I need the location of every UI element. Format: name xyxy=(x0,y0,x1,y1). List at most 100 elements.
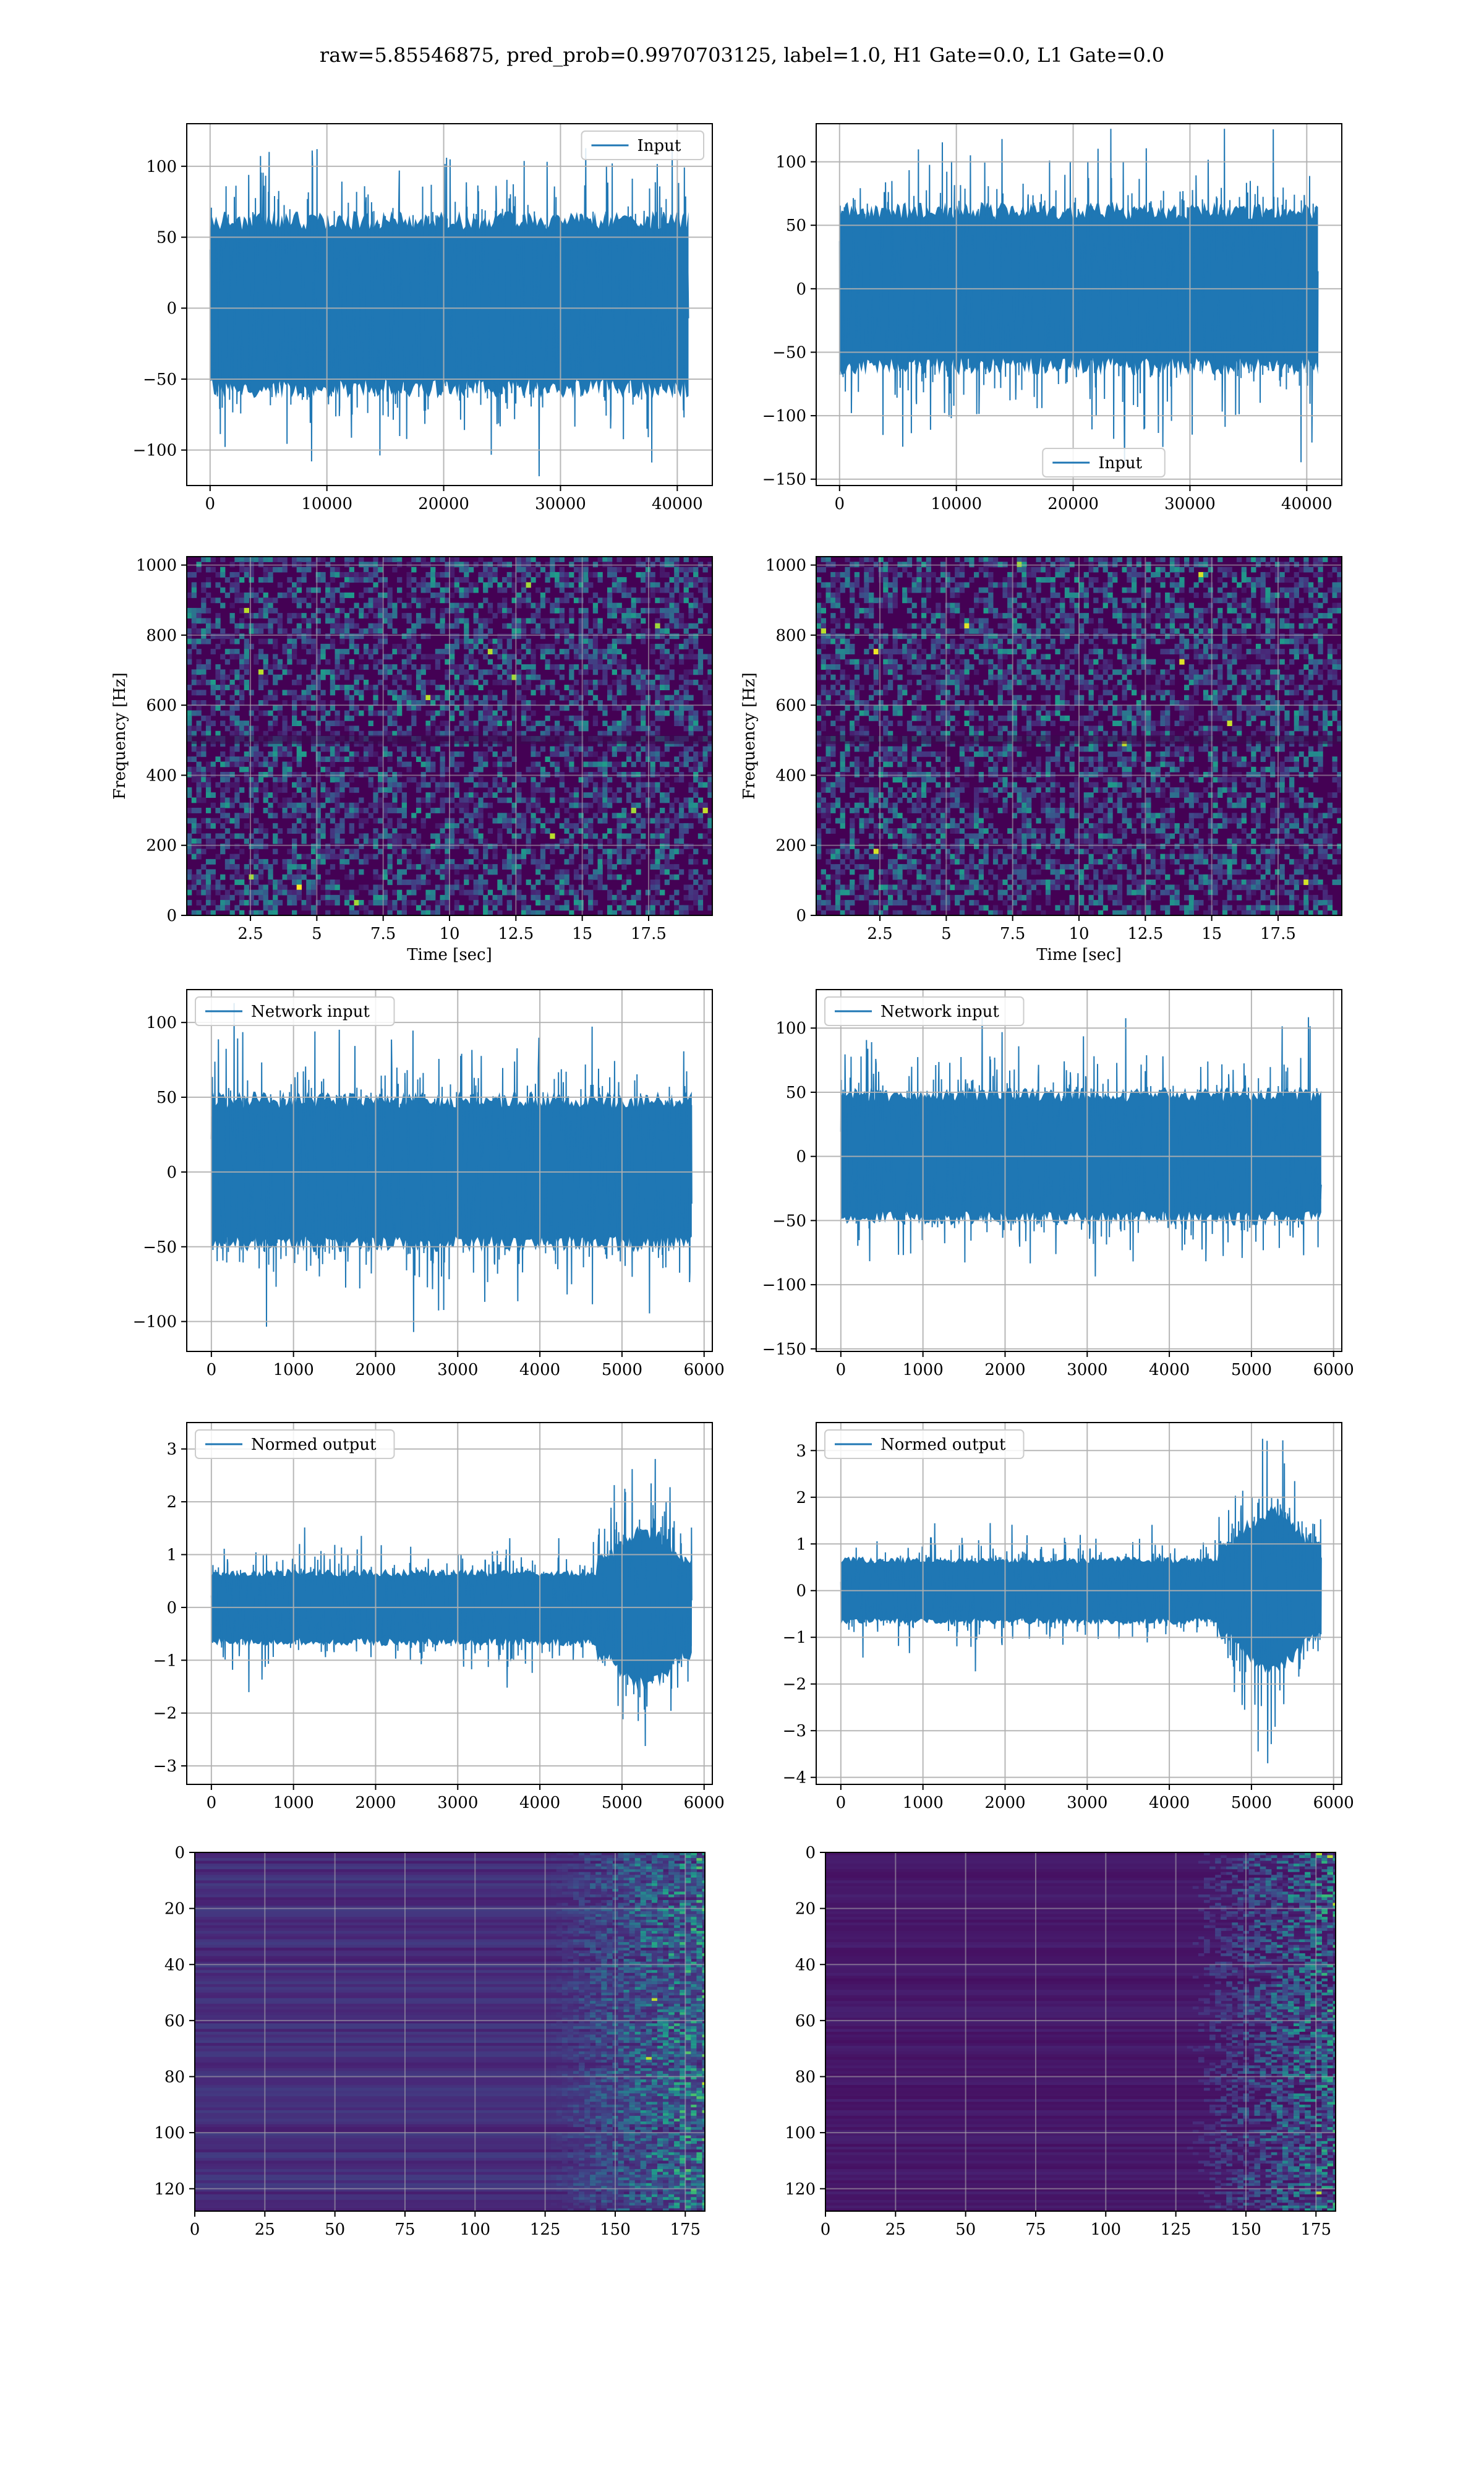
x-tick-label: 6000 xyxy=(684,1794,725,1812)
h1-network-input-frame xyxy=(186,989,713,1352)
y-tick-label: 600 xyxy=(146,696,177,715)
x-tick-label: 3000 xyxy=(437,1794,478,1812)
x-tick-label: 100 xyxy=(1090,2220,1121,2239)
y-tick-label: 0 xyxy=(166,1163,177,1182)
x-tick-label: 10 xyxy=(439,925,459,943)
x-tick-label: 40000 xyxy=(652,495,703,513)
h1-input-frame xyxy=(186,123,713,486)
h1-network-input-line xyxy=(210,1003,693,1332)
y-tick-label: 1000 xyxy=(765,557,806,575)
h1-normed-output-frame xyxy=(186,1422,713,1785)
x-tick-label: 7.5 xyxy=(370,925,396,943)
x-tick-label: 175 xyxy=(670,2220,701,2239)
y-tick-label: 0 xyxy=(796,1582,806,1601)
y-tick-label: 100 xyxy=(146,1014,177,1032)
x-tick-label: 15 xyxy=(1201,925,1222,943)
h1-normed-output-grid xyxy=(187,1423,712,1784)
y-tick-label: 50 xyxy=(156,229,177,247)
x-tick-label: 5000 xyxy=(1231,1361,1272,1379)
x-tick-label: 25 xyxy=(255,2220,275,2239)
l1-feature-map-frame xyxy=(825,1852,1336,2212)
x-tick-label: 10000 xyxy=(301,495,352,513)
x-tick-label: 40000 xyxy=(1281,495,1333,513)
y-tick-label: 50 xyxy=(786,1084,806,1102)
y-tick-label: −2 xyxy=(783,1676,806,1694)
y-tick-label: 100 xyxy=(775,1019,806,1038)
l1-input-legend: Input xyxy=(1042,448,1166,477)
y-tick-label: 800 xyxy=(775,627,806,645)
y-tick-label: −50 xyxy=(143,1238,177,1257)
y-tick-label: −3 xyxy=(783,1722,806,1740)
x-tick-label: 20000 xyxy=(418,495,469,513)
y-tick-label: 80 xyxy=(795,2068,816,2087)
y-tick-label: 0 xyxy=(166,299,177,318)
x-tick-label: 5000 xyxy=(602,1794,642,1812)
x-tick-label: 30000 xyxy=(1164,495,1216,513)
y-tick-label: 3 xyxy=(796,1442,806,1460)
x-tick-label: 4000 xyxy=(1149,1794,1190,1812)
l1-network-input-legend: Network input xyxy=(824,996,1025,1026)
y-tick-label: −100 xyxy=(762,407,806,426)
x-tick-label: 2000 xyxy=(355,1794,396,1812)
y-tick-label: 100 xyxy=(775,153,806,172)
x-tick-label: 75 xyxy=(1025,2220,1046,2239)
y-tick-label: −50 xyxy=(772,343,806,362)
x-tick-label: 6000 xyxy=(1313,1794,1354,1812)
y-tick-label: 200 xyxy=(775,837,806,855)
x-tick-label: 0 xyxy=(205,495,216,513)
y-tick-label: 120 xyxy=(785,2180,816,2199)
l1-normed-output-grid xyxy=(816,1423,1342,1784)
y-tick-label: 3 xyxy=(166,1440,177,1459)
h1-spectrogram-xlabel: Time [sec] xyxy=(407,946,492,964)
x-tick-label: 2000 xyxy=(355,1361,396,1379)
l1-input-frame xyxy=(816,123,1342,486)
legend-box xyxy=(824,996,1025,1026)
x-tick-label: 4000 xyxy=(519,1361,560,1379)
legend-box xyxy=(1042,448,1166,477)
y-tick-label: −150 xyxy=(762,1340,806,1359)
h1-network-input-legend: Network input xyxy=(195,996,395,1026)
y-tick-label: 60 xyxy=(795,2012,816,2031)
y-tick-label: 400 xyxy=(775,766,806,785)
h1-feature-map-cells xyxy=(195,1852,705,2211)
legend-label: Normed output xyxy=(881,1436,1006,1454)
y-tick-label: 2 xyxy=(796,1489,806,1507)
y-tick-label: 50 xyxy=(156,1089,177,1107)
y-tick-label: 0 xyxy=(796,280,806,299)
h1-normed-output-series xyxy=(210,1458,693,1747)
y-tick-label: 100 xyxy=(146,158,177,176)
h1-input-plot-area xyxy=(209,148,689,477)
h1-input-grid xyxy=(187,124,712,486)
y-tick-label: 1000 xyxy=(136,557,177,575)
y-tick-label: 0 xyxy=(174,1844,185,1862)
y-tick-label: −50 xyxy=(143,370,177,389)
x-tick-label: 30000 xyxy=(535,495,586,513)
x-tick-label: 150 xyxy=(1230,2220,1261,2239)
y-tick-label: 50 xyxy=(786,216,806,235)
l1-input-line xyxy=(838,129,1319,467)
x-tick-label: 2000 xyxy=(984,1794,1025,1812)
y-tick-label: 1 xyxy=(166,1546,177,1565)
x-tick-label: 150 xyxy=(600,2220,631,2239)
y-tick-label: 0 xyxy=(796,1148,806,1166)
x-tick-label: 2000 xyxy=(984,1361,1025,1379)
l1-network-input-line xyxy=(840,1016,1322,1277)
y-tick-label: 20 xyxy=(795,1900,816,1919)
l1-normed-output-legend: Normed output xyxy=(824,1429,1025,1459)
y-tick-label: 0 xyxy=(166,1599,177,1617)
x-tick-label: 3000 xyxy=(1067,1794,1107,1812)
figure-title: raw=5.85546875, pred_prob=0.9970703125, … xyxy=(319,43,1165,67)
y-tick-label: −100 xyxy=(133,1313,177,1332)
y-tick-label: 60 xyxy=(164,2012,185,2031)
l1-input-grid xyxy=(816,124,1342,486)
l1-spectrogram-ylabel: Frequency [Hz] xyxy=(740,672,759,800)
x-tick-label: 5000 xyxy=(1231,1794,1272,1812)
y-tick-label: 400 xyxy=(146,766,177,785)
y-tick-label: 2 xyxy=(166,1493,177,1512)
legend-label: Input xyxy=(638,137,681,155)
